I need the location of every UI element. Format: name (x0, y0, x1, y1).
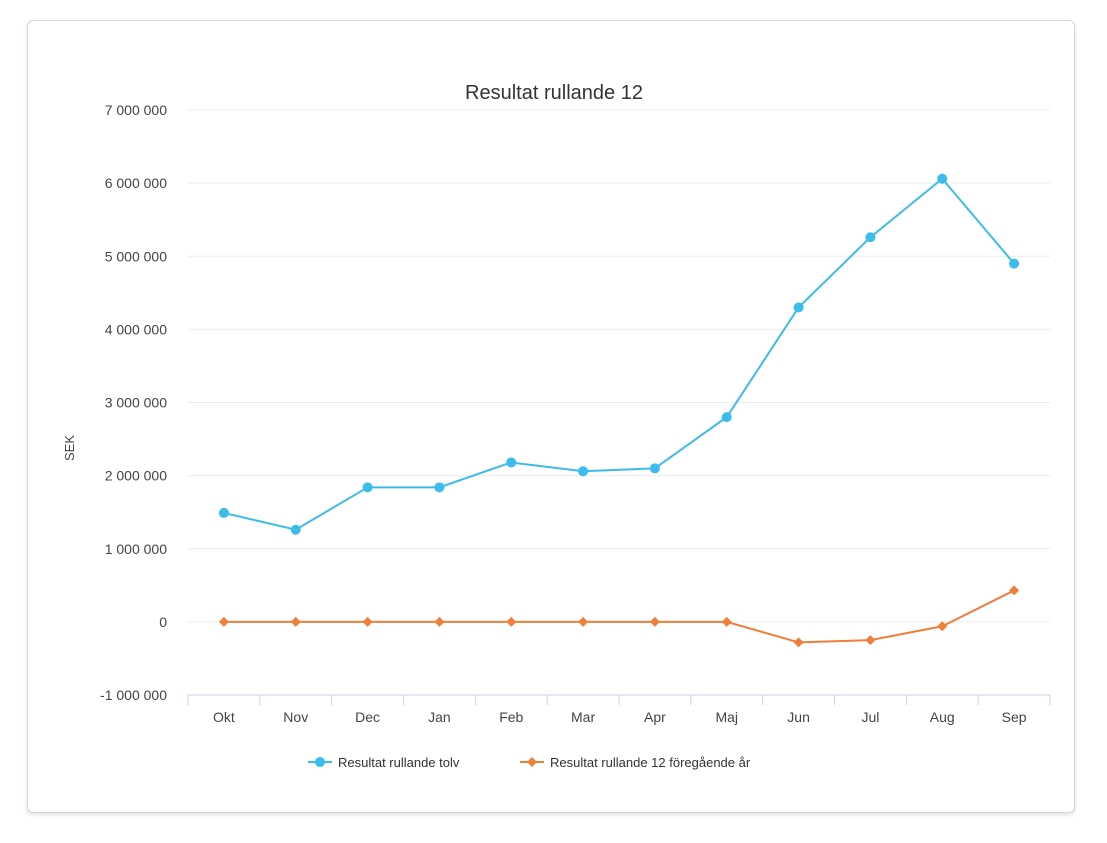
data-point[interactable] (218, 507, 229, 518)
data-point[interactable] (290, 616, 301, 627)
legend-item-2[interactable]: Resultat rullande 12 föregående år (520, 755, 751, 770)
data-point[interactable] (290, 524, 301, 535)
y-axis-label: SEK (62, 435, 77, 461)
grid-lines (188, 109, 1050, 623)
data-point[interactable] (649, 463, 660, 474)
data-point[interactable] (793, 302, 804, 313)
x-tick-label: Jan (428, 709, 451, 725)
x-tick-label: Maj (715, 709, 738, 725)
data-point[interactable] (865, 635, 876, 646)
x-tick-label: Aug (930, 709, 955, 725)
data-point[interactable] (362, 616, 373, 627)
data-point[interactable] (434, 616, 445, 627)
data-point[interactable] (218, 616, 229, 627)
y-tick-label: 7 000 000 (105, 102, 167, 118)
data-point[interactable] (506, 457, 517, 468)
y-tick-label: 1 000 000 (105, 541, 167, 557)
data-point[interactable] (434, 482, 445, 493)
data-point[interactable] (1009, 258, 1020, 269)
series-line (223, 177, 1015, 531)
y-tick-label: 4 000 000 (105, 321, 167, 337)
data-point[interactable] (1009, 585, 1020, 596)
y-tick-label: 0 (159, 614, 167, 630)
x-axis: Okt Nov Dec Jan Feb Mar Apr Maj Jun Jul Aug Sep (187, 694, 1051, 725)
data-point[interactable] (721, 412, 732, 423)
y-tick-label: 3 000 000 (105, 395, 167, 411)
x-tick-label: Mar (571, 709, 595, 725)
data-point[interactable] (937, 173, 948, 184)
legend-label: Resultat rullande tolv (338, 755, 460, 770)
legend-label: Resultat rullande 12 föregående år (550, 755, 751, 770)
legend-item-1[interactable]: Resultat rullande tolv (308, 755, 460, 770)
y-tick-label: 6 000 000 (105, 175, 167, 191)
legend[interactable]: Resultat rullande tolv Resultat rullande … (308, 755, 751, 770)
data-point[interactable] (506, 616, 517, 627)
series-layer (218, 173, 1020, 648)
data-point[interactable] (865, 232, 876, 243)
chart-card (27, 20, 1075, 813)
data-point[interactable] (721, 616, 732, 627)
x-tick-label: Feb (499, 709, 523, 725)
x-tick-label: Nov (283, 709, 308, 725)
y-tick-label: -1 000 000 (100, 687, 167, 703)
data-point[interactable] (649, 616, 660, 627)
data-point[interactable] (362, 482, 373, 493)
x-tick-label: Okt (213, 709, 235, 725)
y-tick-label: 5 000 000 (105, 248, 167, 264)
y-axis-ticks: -1 000 000 0 1 000 000 2 000 000 3 000 000 4 … (100, 102, 167, 703)
legend-marker (527, 757, 537, 767)
data-point[interactable] (578, 466, 589, 477)
series-1 (218, 173, 1020, 535)
series-2 (218, 585, 1020, 648)
x-tick-label: Jul (861, 709, 879, 725)
data-point[interactable] (793, 637, 804, 648)
chart-title: Resultat rullande 12 (465, 82, 643, 104)
x-tick-label: Jun (787, 709, 810, 725)
legend-marker (315, 757, 325, 767)
x-tick-label: Apr (644, 709, 666, 725)
data-point[interactable] (578, 616, 589, 627)
series-line (223, 589, 1015, 644)
y-tick-label: 2 000 000 (105, 468, 167, 484)
data-point[interactable] (937, 621, 948, 632)
x-tick-label: Dec (355, 709, 380, 725)
x-tick-label: Sep (1002, 709, 1027, 725)
